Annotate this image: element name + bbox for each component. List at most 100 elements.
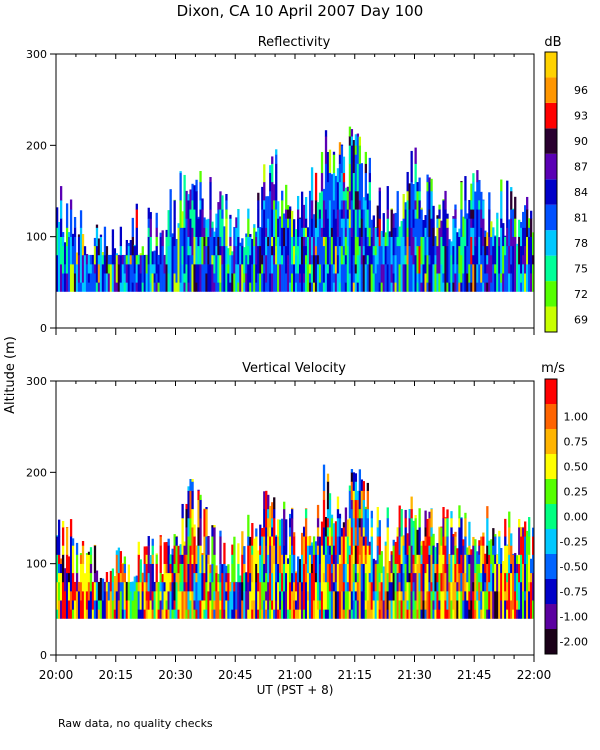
heatmap-cell <box>358 172 362 201</box>
velocity-title: Vertical Velocity <box>242 361 346 376</box>
colorbar-label: 87 <box>574 161 588 174</box>
heatmap-cell <box>195 218 198 237</box>
heatmap-cell <box>462 216 465 237</box>
heatmap-cell <box>476 282 479 292</box>
colorbar-swatch <box>545 204 557 231</box>
heatmap-cell <box>358 145 362 164</box>
heatmap-cell <box>332 591 336 619</box>
colorbar-swatch <box>545 454 557 479</box>
heatmap-cell <box>338 154 342 164</box>
heatmap-cell <box>318 227 322 247</box>
heatmap-cell <box>458 505 461 519</box>
heatmap-cell <box>372 215 375 219</box>
heatmap-cell <box>324 554 328 583</box>
heatmap-cell <box>414 254 417 274</box>
heatmap-cell <box>328 493 332 501</box>
heatmap-cell <box>404 209 407 219</box>
heatmap-cell <box>293 609 296 619</box>
heatmap-cell <box>149 591 152 601</box>
heatmap-cell <box>338 563 342 592</box>
heatmap-cell <box>91 581 95 592</box>
heatmap-cell <box>488 209 491 237</box>
heatmap-cell <box>378 187 381 192</box>
heatmap-cell <box>458 591 461 610</box>
heatmap-cell <box>257 192 260 201</box>
heatmap-cell <box>59 558 63 564</box>
heatmap-cell <box>209 264 212 292</box>
heatmap-cell <box>207 535 210 555</box>
heatmap-cell <box>273 209 276 237</box>
heatmap-cell <box>504 254 507 274</box>
heatmap-cell <box>203 236 206 247</box>
heatmap-cell <box>129 240 132 256</box>
heatmap-cell <box>247 572 250 583</box>
heatmap-cell <box>56 536 59 555</box>
heatmap-cell <box>526 591 529 619</box>
heatmap-cell <box>135 227 138 256</box>
heatmap-cell <box>354 545 358 564</box>
heatmap-cell <box>263 273 266 292</box>
heatmap-cell <box>336 273 340 292</box>
heatmap-cell <box>378 554 381 574</box>
heatmap-cell <box>217 218 220 237</box>
heatmap-cell <box>151 273 154 292</box>
heatmap-cell <box>289 609 292 619</box>
heatmap-cell <box>424 609 427 619</box>
heatmap-cell <box>396 245 399 265</box>
heatmap-cell <box>526 236 529 265</box>
heatmap-cell <box>69 536 73 564</box>
heatmap-cell <box>233 236 236 247</box>
heatmap-cell <box>430 178 433 192</box>
heatmap-cell <box>458 273 461 283</box>
heatmap-cell <box>376 282 379 292</box>
heatmap-cell <box>171 233 174 237</box>
heatmap-cell <box>442 282 445 292</box>
heatmap-cell <box>358 518 362 528</box>
heatmap-cell <box>350 508 354 528</box>
heatmap-cell <box>117 254 121 265</box>
heatmap-cell <box>263 209 266 228</box>
heatmap-cell <box>340 264 344 292</box>
heatmap-cell <box>320 191 324 219</box>
heatmap-cell <box>227 564 230 574</box>
heatmap-cell <box>430 581 433 592</box>
heatmap-cell <box>384 232 387 247</box>
heatmap-cell <box>358 469 362 491</box>
heatmap-cell <box>207 554 210 564</box>
heatmap-cell <box>342 536 346 546</box>
heatmap-cell <box>508 219 511 237</box>
heatmap-cell <box>522 264 525 292</box>
heatmap-cell <box>316 609 320 619</box>
heatmap-cell <box>496 563 499 592</box>
heatmap-cell <box>127 282 130 292</box>
heatmap-cell <box>400 536 403 564</box>
heatmap-cell <box>508 273 511 292</box>
heatmap-cell <box>207 591 210 619</box>
heatmap-cell <box>462 572 465 601</box>
heatmap-cell <box>293 532 296 537</box>
heatmap-cell <box>251 523 254 546</box>
heatmap-cell <box>165 229 168 237</box>
heatmap-cell <box>308 554 312 574</box>
heatmap-cell <box>263 227 266 256</box>
heatmap-cell <box>332 151 336 155</box>
heatmap-cell <box>338 513 342 519</box>
heatmap-cell <box>364 572 367 592</box>
heatmap-cell <box>492 545 495 555</box>
heatmap-cell <box>470 549 473 555</box>
heatmap-cell <box>350 264 354 292</box>
heatmap-cell <box>306 600 310 619</box>
heatmap-cell <box>482 254 485 283</box>
colorbar-label: -1.00 <box>560 611 588 624</box>
heatmap-cell <box>316 600 320 610</box>
heatmap-cell <box>155 227 158 237</box>
heatmap-cell <box>185 581 188 592</box>
heatmap-cell <box>474 572 477 601</box>
heatmap-cell <box>121 562 125 564</box>
heatmap-cell <box>460 591 463 619</box>
heatmap-cell <box>310 600 314 619</box>
heatmap-cell <box>261 254 264 265</box>
heatmap-cell <box>432 563 435 592</box>
heatmap-cell <box>117 581 121 601</box>
